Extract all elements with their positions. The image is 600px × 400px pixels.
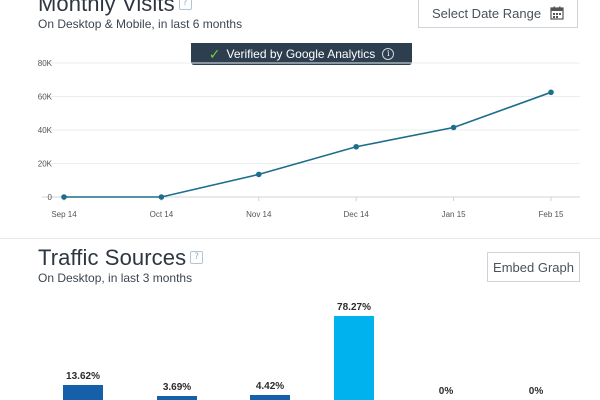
data-point[interactable] <box>255 171 262 178</box>
x-tick-label: Dec 14 <box>344 210 370 219</box>
y-tick-label: 20K <box>38 160 53 169</box>
bar[interactable] <box>63 385 103 400</box>
bar-value-label: 4.42% <box>255 381 285 393</box>
y-tick-label: 40K <box>38 126 53 135</box>
bar[interactable] <box>334 316 374 400</box>
check-icon: ✓ <box>208 45 221 62</box>
select-date-range-label: Select Date Range <box>431 5 542 21</box>
bar[interactable] <box>157 396 197 400</box>
bar-value-label: 78.27% <box>337 302 371 313</box>
verified-banner: ✓ Verified by Google Analytics i <box>191 43 412 65</box>
data-point[interactable] <box>61 194 67 200</box>
bar[interactable] <box>250 395 290 400</box>
traffic-sources-subtitle: On Desktop, in last 3 months <box>38 271 193 285</box>
bar-value-label: 13.62% <box>66 371 100 383</box>
calendar-icon <box>550 6 564 20</box>
section-divider <box>0 238 600 239</box>
monthly-visits-subtitle: On Desktop & Mobile, in last 6 months <box>38 17 243 31</box>
bar-value-label: 3.69% <box>162 382 192 394</box>
select-date-range-button[interactable]: Select Date Range <box>418 0 578 28</box>
info-icon[interactable]: i <box>382 48 395 60</box>
bar-value-label: 0% <box>528 386 544 397</box>
y-tick-label: 0 <box>48 193 53 202</box>
help-icon[interactable]: ? <box>190 251 204 264</box>
x-tick-label: Feb 15 <box>539 210 564 219</box>
data-point[interactable] <box>548 89 554 96</box>
x-tick-label: Nov 14 <box>246 210 272 219</box>
help-icon[interactable]: ? <box>178 0 192 10</box>
embed-graph-button[interactable]: Embed Graph <box>487 252 580 282</box>
verified-banner-text: Verified by Google Analytics <box>226 47 376 61</box>
data-point[interactable] <box>353 143 360 150</box>
x-tick-label: Oct 14 <box>150 210 174 219</box>
series-line <box>64 91 552 198</box>
bar-value-label: 0% <box>438 386 454 397</box>
monthly-visits-title: Monthly Visits? <box>38 0 192 17</box>
traffic-sources-title-text: Traffic Sources <box>38 245 187 270</box>
x-tick-label: Jan 15 <box>442 210 467 219</box>
y-tick-label: 60K <box>38 93 53 102</box>
traffic-sources-title: Traffic Sources? <box>38 245 204 271</box>
x-tick-label: Sep 14 <box>51 210 77 219</box>
monthly-visits-chart: 0 20K 40K 60K 80K Sep 14 Oct 14 Nov 14 Dec 14 Jan… <box>38 59 580 219</box>
data-point[interactable] <box>158 194 165 200</box>
data-point[interactable] <box>450 124 457 131</box>
y-tick-label: 80K <box>38 59 53 68</box>
monthly-visits-title-text: Monthly Visits <box>38 0 175 16</box>
